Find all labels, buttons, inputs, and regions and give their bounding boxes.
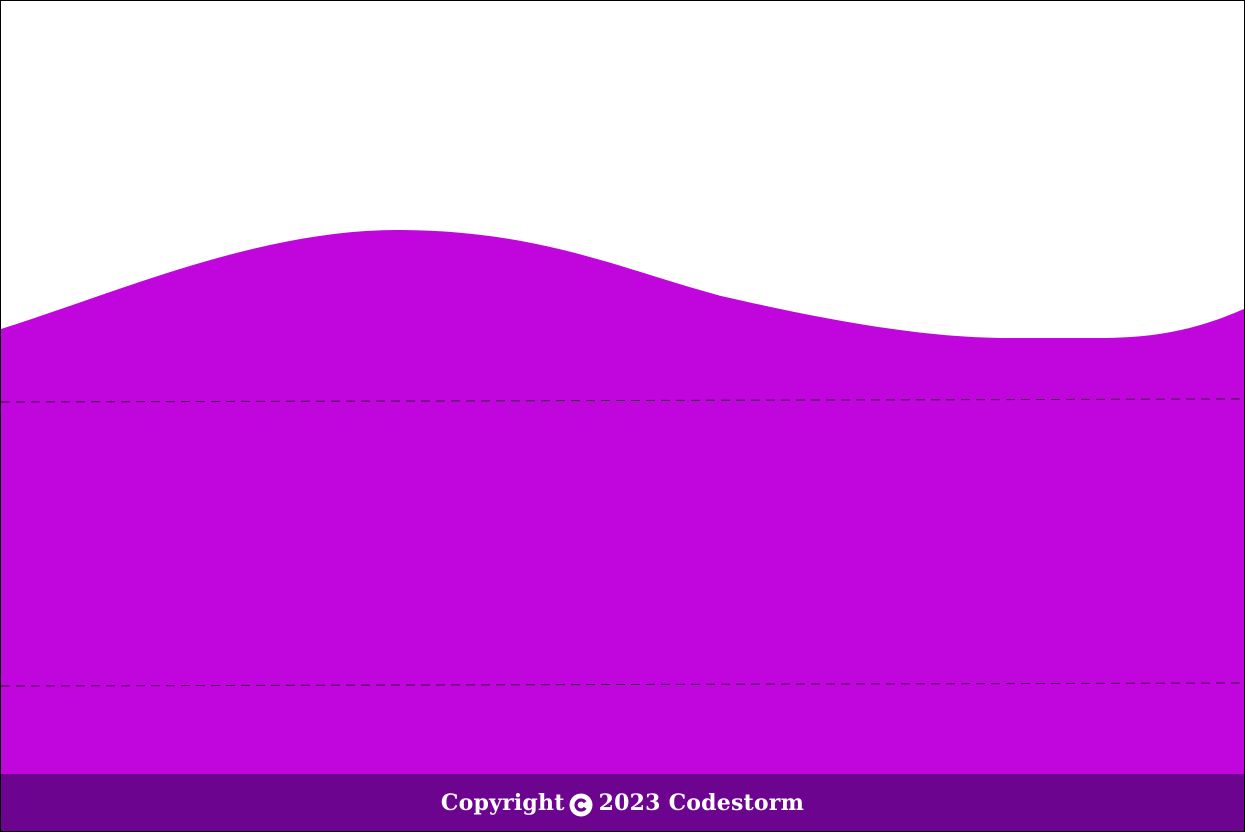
copyright-icon [569,793,593,817]
brand-name: Codestorm [668,789,805,816]
copyright-label: Copyright [440,789,565,816]
wave-shape [1,229,1244,831]
footer: Copyright 2023 Codestorm [1,774,1244,831]
dashed-guide-top [1,398,1244,403]
copyright-year: 2023 [598,789,661,816]
dashed-guide-bottom [1,682,1244,687]
